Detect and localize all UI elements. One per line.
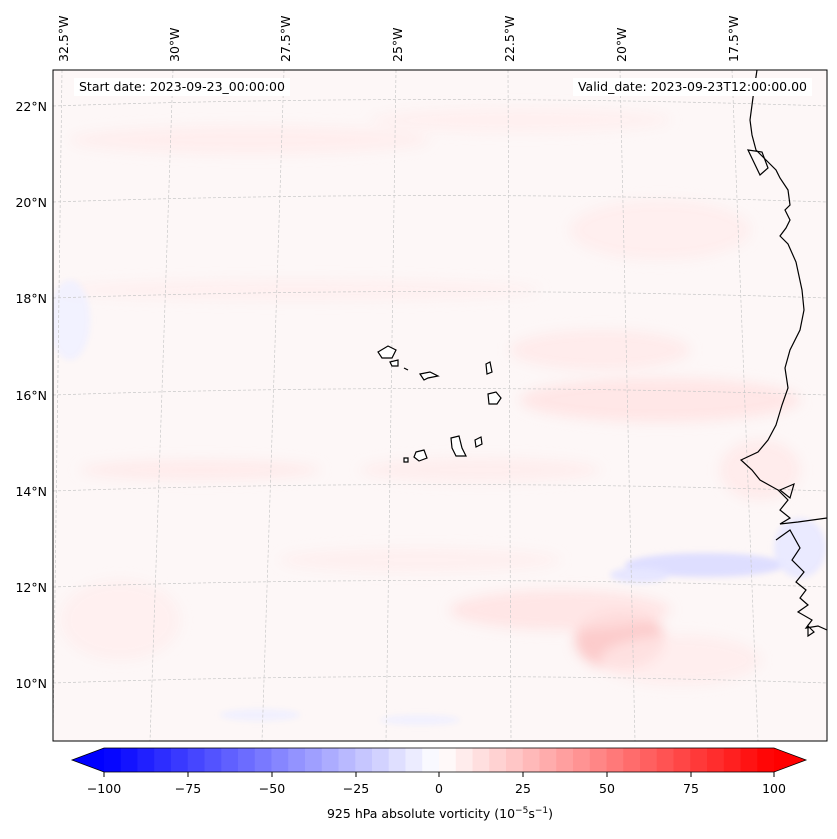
colorbar-segment <box>506 748 524 772</box>
colorbar-tick-label: 0 <box>435 781 443 796</box>
island-boa-vista <box>487 391 502 405</box>
colorbar-tick-label: 25 <box>515 781 531 796</box>
colorbar-segment <box>690 748 708 772</box>
colorbar-tick-label: 50 <box>599 781 615 796</box>
island-sao-vicente <box>389 359 399 367</box>
colorbar-segment <box>757 748 775 772</box>
cape-verde-islands <box>377 345 502 463</box>
colorbar-segment <box>321 748 339 772</box>
vorticity-field <box>53 70 827 741</box>
colorbar-segment <box>606 748 624 772</box>
colorbar-segment <box>338 748 356 772</box>
colorbar-segment <box>573 748 591 772</box>
colorbar-segment <box>271 748 289 772</box>
island-sao-nicolau <box>419 371 440 381</box>
colorbar-segment <box>104 748 122 772</box>
lon-label: 32.5°W <box>56 16 71 62</box>
island-santo-antao <box>377 345 397 359</box>
colorbar-label: 925 hPa absolute vorticity (10−5s−1) <box>0 806 837 821</box>
colorbar: −100 −75 −50 −25 0 25 50 75 100 <box>70 747 808 796</box>
colorbar-segment <box>204 748 222 772</box>
positive-vorticity-areas <box>60 108 800 685</box>
colorbar-tick-label: 75 <box>683 781 699 796</box>
colorbar-max-extension <box>774 748 806 772</box>
colorbar-ticks <box>103 772 775 777</box>
colorbar-tick-label: −75 <box>175 781 201 796</box>
island-maio <box>474 436 483 448</box>
colorbar-segment <box>187 748 205 772</box>
start-date-label: Start date: 2023-09-23_00:00:00 <box>74 78 290 96</box>
colorbar-label-unit: s <box>528 806 535 822</box>
colorbar-label-exponent: −1 <box>534 806 549 816</box>
colorbar-segments <box>104 748 775 772</box>
lat-label: 16°N <box>15 388 47 403</box>
valid-date-label: Valid_date: 2023-09-23T12:00:00.00 <box>572 78 812 96</box>
map-frame <box>52 69 828 742</box>
colorbar-segment <box>740 748 758 772</box>
island-fogo <box>413 449 428 462</box>
colorbar-tick-label: −25 <box>343 781 369 796</box>
lat-label: 10°N <box>15 676 47 691</box>
colorbar-segment <box>439 748 457 772</box>
island-sal <box>485 361 493 375</box>
colorbar-label-exponent: −5 <box>515 806 529 816</box>
colorbar-segment <box>489 748 507 772</box>
colorbar-segment <box>288 748 306 772</box>
colorbar-segment <box>171 748 189 772</box>
lat-label: 12°N <box>15 580 47 595</box>
colorbar-segment <box>388 748 406 772</box>
colorbar-segment <box>707 748 725 772</box>
lat-label: 14°N <box>15 484 47 499</box>
coastlines <box>739 70 827 638</box>
lat-label: 20°N <box>15 195 47 210</box>
island-santiago <box>450 435 467 457</box>
lon-label: 22.5°W <box>502 16 517 62</box>
lon-label: 17.5°W <box>726 16 741 62</box>
colorbar-segment <box>120 748 138 772</box>
colorbar-segment <box>154 748 172 772</box>
colorbar-segment <box>405 748 423 772</box>
lat-label: 18°N <box>15 291 47 306</box>
colorbar-segment <box>673 748 691 772</box>
colorbar-tick-label: −50 <box>259 781 285 796</box>
lon-label: 20°W <box>614 27 629 62</box>
longitude-labels: 32.5°W 30°W 27.5°W 25°W 22.5°W 20°W 17.5… <box>56 16 741 62</box>
colorbar-segment <box>221 748 239 772</box>
colorbar-min-extension <box>72 748 104 772</box>
colorbar-segment <box>723 748 741 772</box>
colorbar-segment <box>372 748 390 772</box>
colorbar-label-prefix: 925 hPa absolute vorticity (10 <box>326 806 516 822</box>
colorbar-segment <box>422 748 440 772</box>
map-gridlines <box>53 70 827 741</box>
colorbar-label-suffix: ) <box>548 806 553 822</box>
colorbar-segment <box>305 748 323 772</box>
colorbar-segment <box>137 748 155 772</box>
lon-label: 27.5°W <box>278 16 293 62</box>
colorbar-segment <box>238 748 256 772</box>
colorbar-segment <box>556 748 574 772</box>
island-brava <box>403 457 409 463</box>
latitude-labels: 22°N 20°N 18°N 16°N 14°N 12°N 10°N <box>15 99 47 691</box>
colorbar-segment <box>455 748 473 772</box>
colorbar-segment <box>522 748 540 772</box>
lon-label: 25°W <box>390 27 405 62</box>
colorbar-segment <box>254 748 272 772</box>
colorbar-segment <box>589 748 607 772</box>
colorbar-segment <box>623 748 641 772</box>
colorbar-segment <box>640 748 658 772</box>
negative-vorticity-areas <box>53 280 826 725</box>
colorbar-segment <box>355 748 373 772</box>
colorbar-segment <box>472 748 490 772</box>
lon-label: 30°W <box>167 27 182 62</box>
africa-coastline <box>739 70 827 525</box>
colorbar-tick-label: 100 <box>762 781 786 796</box>
colorbar-tick-label: −100 <box>87 781 121 796</box>
colorbar-tick-labels: −100 −75 −50 −25 0 25 50 75 100 <box>87 781 786 796</box>
colorbar-segment <box>539 748 557 772</box>
colorbar-segment <box>656 748 674 772</box>
lat-label: 22°N <box>15 99 47 114</box>
